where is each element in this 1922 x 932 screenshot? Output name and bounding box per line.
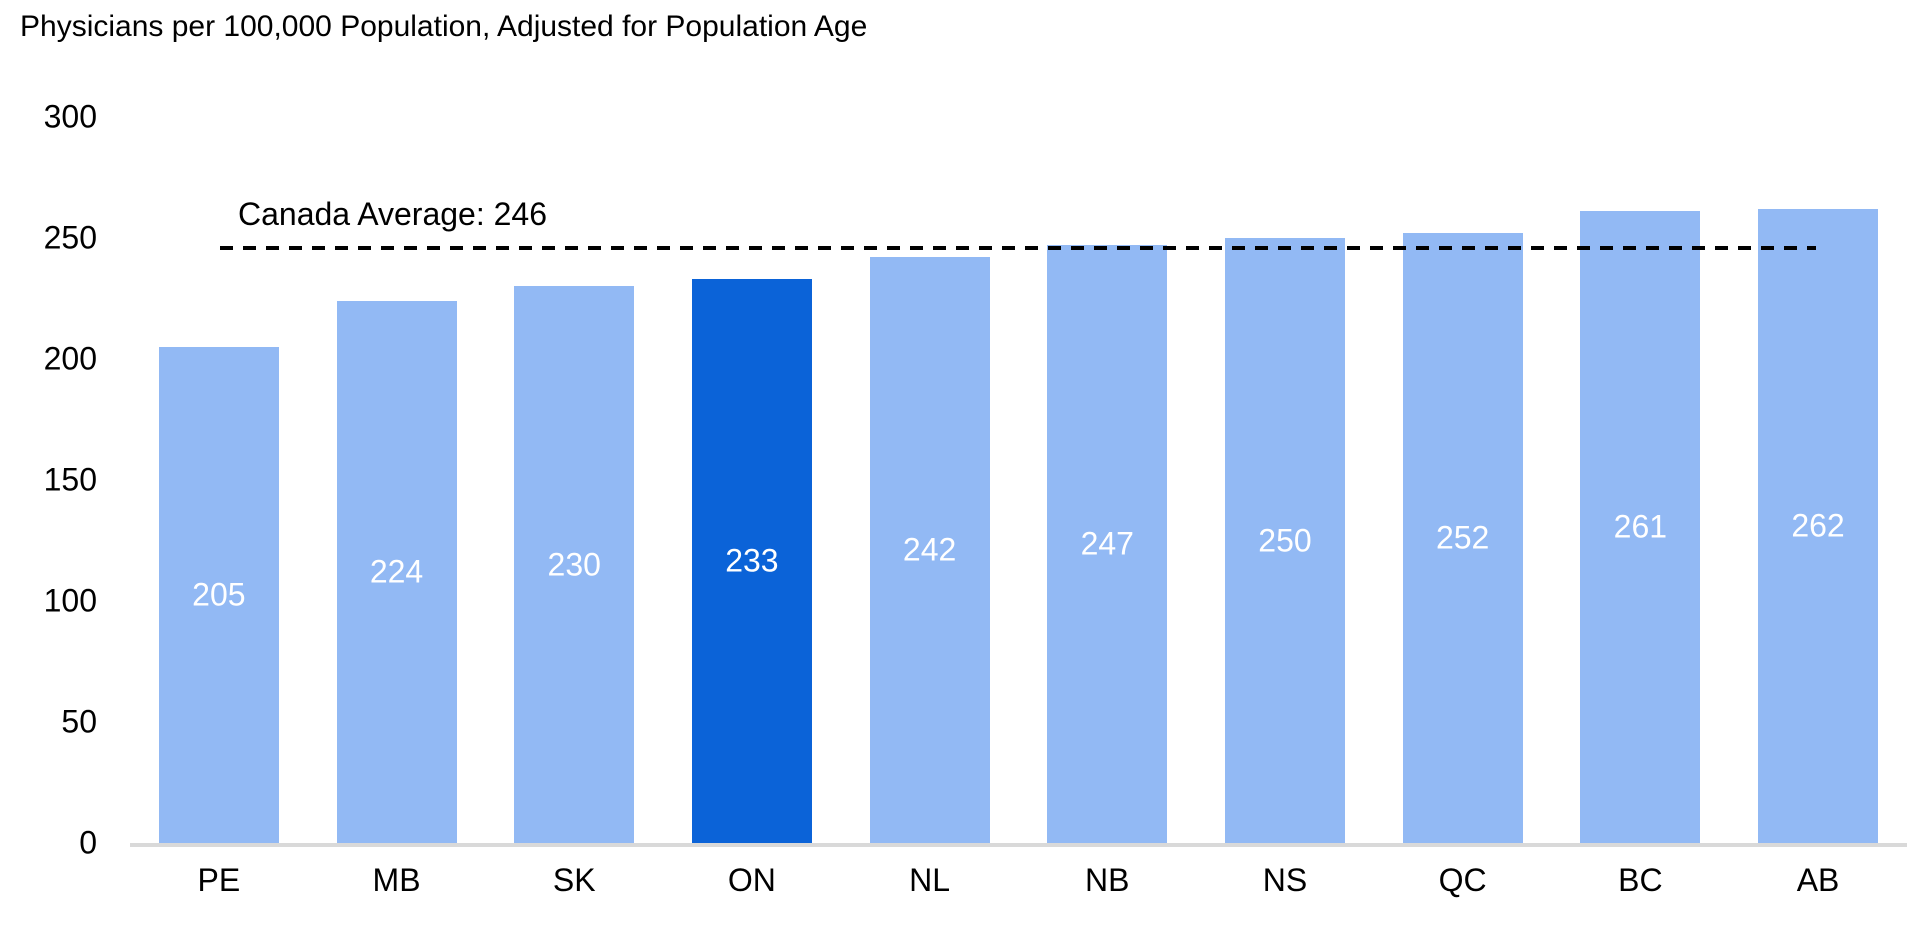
- y-tick-label: 300: [43, 98, 97, 135]
- bar-value-label: 252: [1435, 519, 1490, 556]
- y-tick-label: 0: [79, 824, 97, 861]
- bar-value-label: 230: [547, 546, 601, 583]
- bar-value-label: 233: [725, 542, 779, 579]
- y-tick-label: 50: [61, 703, 97, 740]
- y-axis: 0 50 100 150 200 250 300: [0, 0, 100, 932]
- bar-value-label: 247: [1080, 525, 1134, 562]
- bar-value-label: 205: [192, 576, 246, 613]
- x-tick-label-nb: NB: [1085, 862, 1130, 898]
- bar-qc: 252: [1402, 233, 1523, 843]
- bar-value-label: 242: [902, 531, 957, 568]
- bar-value-label: 262: [1791, 507, 1845, 544]
- bar-nl: 242: [869, 257, 990, 843]
- bar-bc: 261: [1580, 211, 1701, 843]
- x-axis-labels: PE MB SK ON NL NB NS QC BC AB: [130, 862, 1907, 899]
- bar-ns: 250: [1224, 238, 1345, 843]
- bar-value-label: 250: [1258, 522, 1312, 558]
- x-tick-label-sk: SK: [552, 862, 596, 898]
- bar-value-label: 261: [1613, 508, 1668, 545]
- bar-ab: 262: [1758, 208, 1879, 843]
- x-tick-label-qc: QC: [1438, 862, 1487, 898]
- x-axis-line: [130, 843, 1907, 847]
- bar-pe: 205: [158, 346, 279, 843]
- bar-mb: 224: [336, 300, 457, 843]
- x-tick-label-mb: MB: [372, 862, 421, 898]
- bar-sk: 230: [514, 286, 635, 843]
- canada-average-line: [220, 245, 1816, 250]
- y-tick-label: 250: [43, 219, 97, 256]
- bar-nb: 247: [1047, 245, 1168, 843]
- y-tick-label: 100: [43, 582, 97, 619]
- x-tick-label-bc: BC: [1618, 862, 1663, 898]
- x-tick-label-ns: NS: [1262, 862, 1308, 898]
- canada-average-label: Canada Average: 246: [238, 195, 547, 232]
- y-tick-label: 200: [43, 340, 97, 377]
- bars-container: 205 224 230 233 242 247 250 252 261 262: [130, 117, 1907, 843]
- x-tick-label-ab: AB: [1796, 862, 1840, 898]
- chart-title: Physicians per 100,000 Population, Adjus…: [20, 10, 868, 43]
- x-tick-label-pe: PE: [197, 862, 241, 898]
- bar-value-label: 224: [369, 553, 424, 590]
- x-tick-label-nl: NL: [909, 862, 951, 898]
- x-tick-label-on: ON: [727, 862, 776, 898]
- bar-on: 233: [691, 279, 812, 843]
- y-tick-label: 150: [43, 461, 97, 498]
